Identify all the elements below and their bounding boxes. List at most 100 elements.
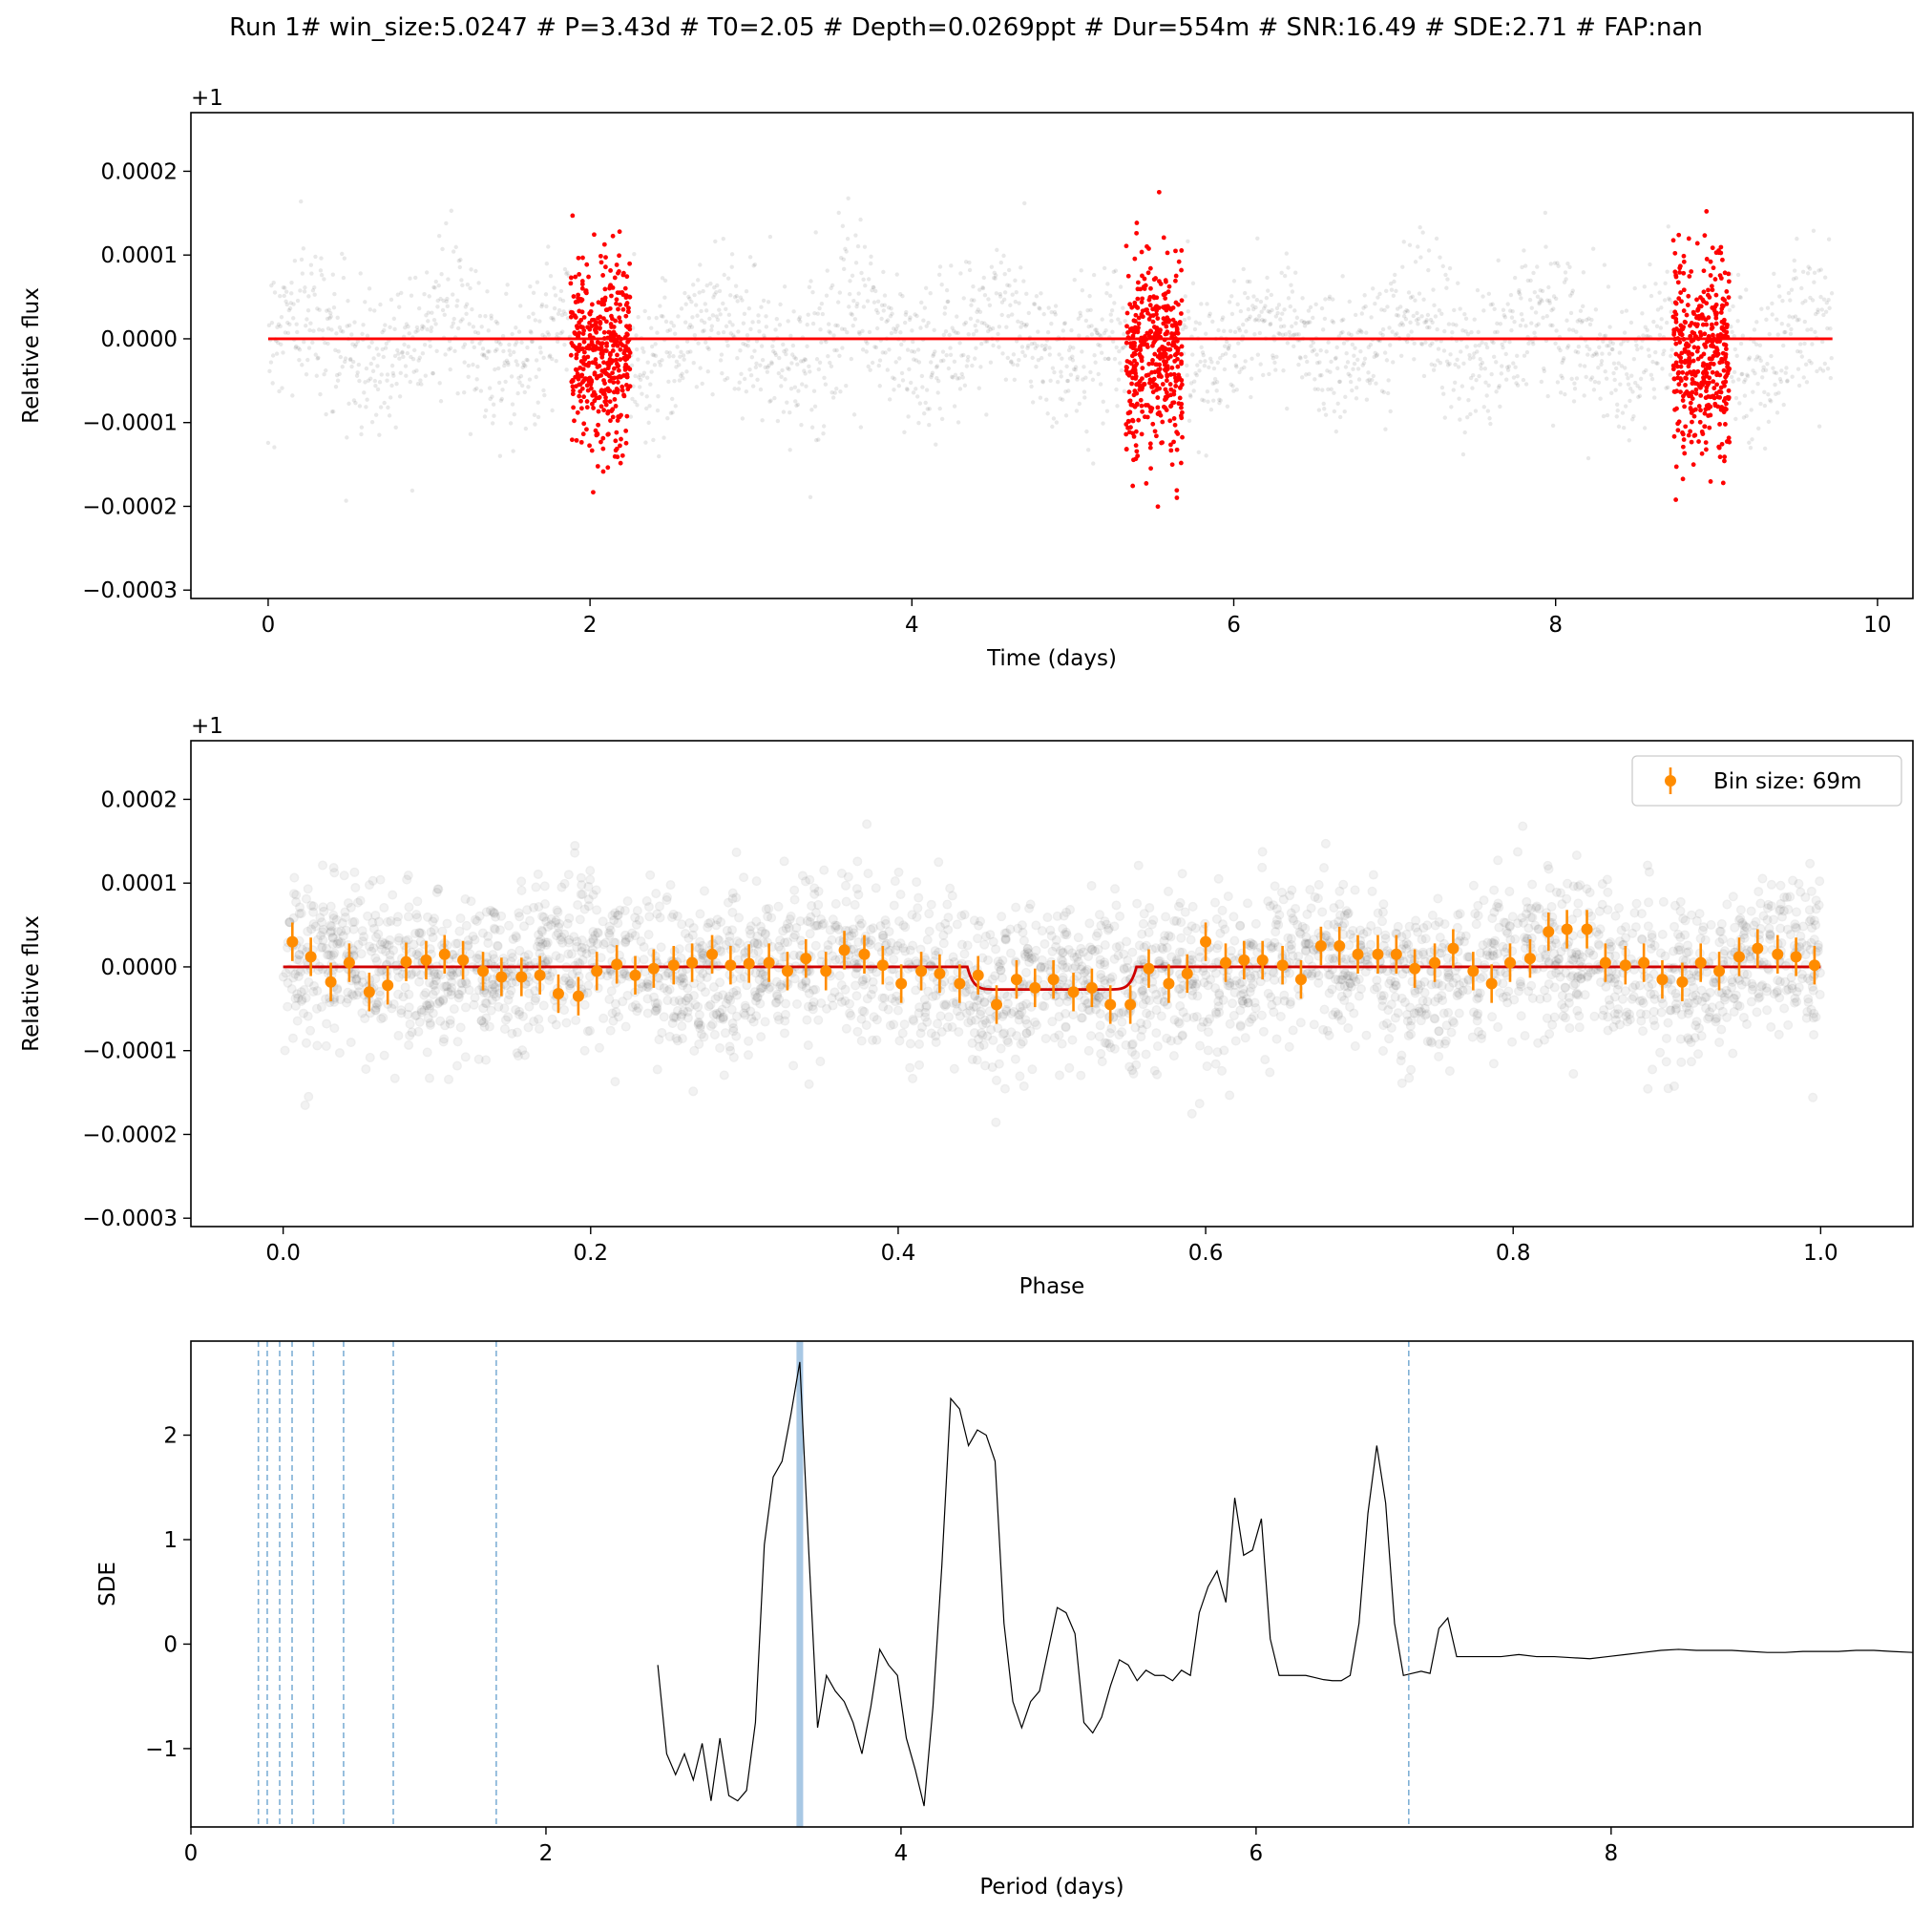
lc-point [1628, 320, 1634, 325]
phase-point-fill [895, 1037, 903, 1044]
intransit-point [1173, 323, 1179, 328]
phase-point [566, 949, 577, 959]
intransit-point [622, 367, 628, 372]
intransit-point [592, 398, 598, 404]
lc-point [649, 325, 654, 330]
phase-point-fill [1226, 1091, 1233, 1099]
lc-point [937, 406, 942, 411]
phase-point [537, 938, 548, 949]
phase-point-fill [314, 966, 322, 974]
lc-point [1341, 317, 1346, 323]
intransit-point [1720, 350, 1726, 356]
lc-point [495, 321, 500, 325]
phase-point-fill [1107, 978, 1115, 986]
lc-point [1787, 314, 1792, 319]
phase-point-fill [1329, 955, 1336, 962]
lc-point [1821, 297, 1827, 302]
phase-point-fill [1604, 889, 1611, 896]
lc-point [1261, 319, 1266, 324]
intransit-point [591, 317, 597, 323]
lc-point [1019, 345, 1025, 349]
intransit-point [610, 370, 615, 376]
lc-point [433, 279, 438, 284]
lc-point [682, 320, 688, 325]
lc-point [792, 385, 798, 389]
phase-point-fill [1524, 987, 1532, 995]
lc-point [1528, 278, 1533, 283]
phase-point-fill [1457, 910, 1464, 917]
lc-point [1387, 325, 1392, 330]
lc-point [534, 374, 538, 380]
lc-point [302, 339, 306, 345]
lc-point [1471, 355, 1476, 360]
lc-point [464, 311, 469, 316]
lc-point [944, 287, 950, 293]
intransit-point [598, 404, 604, 409]
lc-point [685, 349, 690, 355]
lc-point [1460, 328, 1465, 333]
phase-point [379, 903, 389, 913]
lc-point [1616, 424, 1622, 430]
intransit-point [1134, 449, 1140, 454]
lc-point [512, 349, 516, 355]
lc-point [1582, 364, 1587, 368]
lc-point [1331, 320, 1336, 325]
lc-point [430, 371, 436, 376]
phase-point-fill [1115, 952, 1123, 959]
phase-point-fill [1572, 991, 1580, 998]
lc-point [689, 325, 695, 329]
intransit-point [1681, 270, 1687, 276]
phase-point [1621, 933, 1631, 943]
lc-point [869, 254, 873, 260]
lc-point [851, 412, 857, 417]
phase-point-fill [1454, 989, 1461, 997]
lc-point [1216, 327, 1221, 333]
intransit-point [1161, 235, 1166, 241]
lc-point [830, 390, 834, 395]
lc-point [1732, 334, 1736, 339]
lc-point [1762, 403, 1768, 409]
lc-point [1302, 324, 1308, 328]
lc-point [869, 261, 873, 266]
lc-point [1611, 370, 1616, 376]
lc-point [783, 377, 788, 382]
intransit-point [1702, 331, 1708, 337]
lc-point [710, 313, 716, 318]
lc-point [688, 349, 693, 354]
phase-point [365, 880, 374, 891]
lc-point [1019, 320, 1024, 325]
phase-point-fill [747, 1015, 755, 1022]
lc-point [405, 350, 410, 356]
lc-point [518, 373, 524, 379]
lc-point [1796, 348, 1800, 354]
phase-point [889, 964, 899, 975]
intransit-point [581, 315, 587, 320]
phase-point-fill [1177, 899, 1185, 907]
lc-point [638, 377, 643, 383]
lc-point [1823, 309, 1829, 314]
phase-point [430, 980, 440, 990]
lc-point [1561, 358, 1565, 363]
intransit-point [1708, 412, 1713, 418]
lc-point [717, 307, 722, 312]
phase-point [884, 926, 894, 936]
lc-point [1199, 345, 1204, 350]
lc-point [296, 346, 301, 350]
lc-point [1486, 383, 1491, 388]
intransit-point [1710, 245, 1715, 251]
lc-point [385, 372, 390, 377]
phase-point [1434, 1026, 1444, 1037]
lc-point [438, 399, 444, 404]
lc-point [1334, 345, 1339, 350]
phase-point [940, 1001, 951, 1011]
lc-point [324, 411, 328, 417]
intransit-point [1163, 317, 1168, 323]
intransit-point [602, 286, 608, 292]
lc-point [916, 360, 922, 365]
phase-point-fill [1297, 1018, 1305, 1026]
lc-point [1556, 346, 1562, 350]
phase-point-fill [519, 1013, 527, 1020]
phase-point [1774, 906, 1785, 916]
phase-point [325, 920, 335, 931]
intransit-point [1172, 422, 1178, 428]
